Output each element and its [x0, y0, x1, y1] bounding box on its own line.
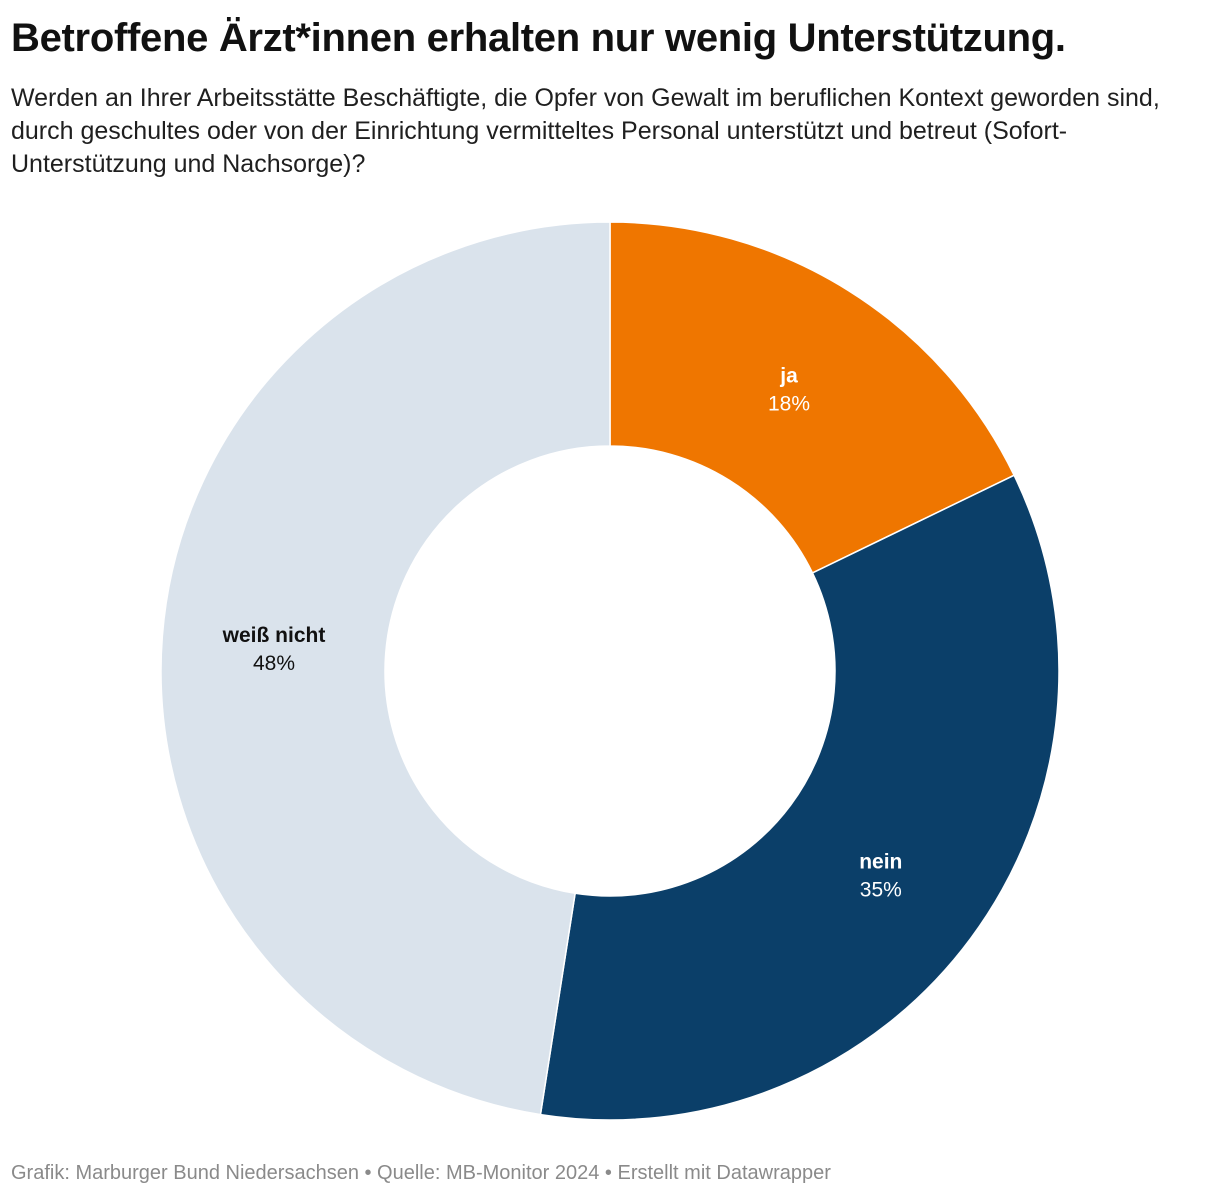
slice-value-weiss-nicht: 48% — [253, 652, 295, 675]
slice-ja — [609, 221, 1016, 574]
donut-chart: ja 18% nein 35% weiß nicht 48% — [0, 200, 1220, 1140]
slice-value-nein: 35% — [860, 879, 902, 902]
donut-labels: ja 18% nein 35% weiß nicht 48% — [222, 365, 903, 902]
slice-value-ja: 18% — [768, 393, 810, 416]
chart-subtitle: Werden an Ihrer Arbeitsstätte Beschäftig… — [11, 84, 1160, 178]
slice-label-weiss-nicht: weiß nicht — [222, 624, 326, 647]
chart-title: Betroffene Ärzt*innen erhalten nur wenig… — [11, 16, 1066, 60]
slice-label-ja: ja — [779, 365, 798, 388]
slice-label-nein: nein — [859, 851, 902, 874]
source-credit: Grafik: Marburger Bund Niedersachsen • Q… — [11, 1162, 831, 1184]
slice-weiss-nicht — [160, 221, 611, 1116]
donut-slices — [160, 221, 1060, 1121]
slice-nein — [539, 474, 1060, 1121]
donut-chart-svg: ja 18% nein 35% weiß nicht 48% — [160, 221, 1060, 1121]
